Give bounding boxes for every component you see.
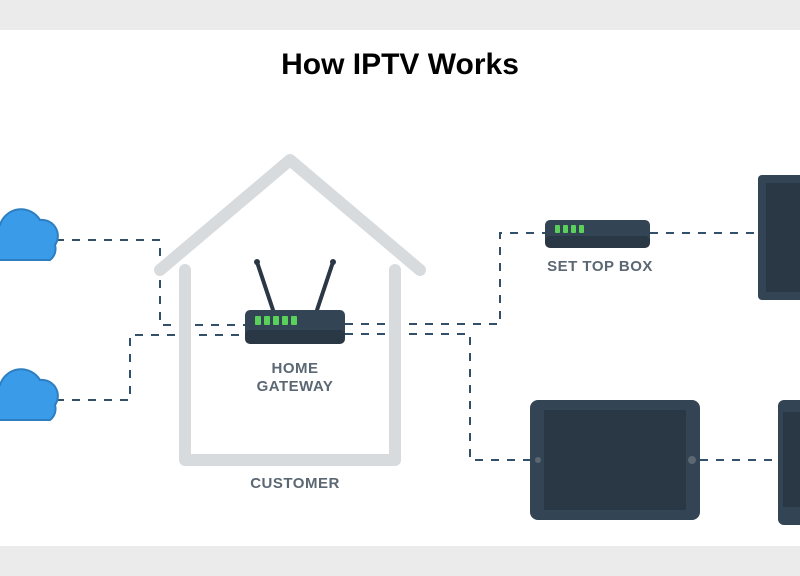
edge-cloud1-router <box>40 240 245 325</box>
edge-router-tablet <box>345 334 530 460</box>
home-gateway-label: HOME GATEWAY <box>240 360 350 396</box>
edge-router-stb <box>345 233 545 324</box>
edge-cloud2-router <box>40 335 245 400</box>
phone-icon <box>778 400 800 525</box>
cloud-icon-2 <box>0 369 58 420</box>
tablet-icon <box>530 400 700 520</box>
customer-label: CUSTOMER <box>245 475 345 492</box>
tv-icon <box>758 175 800 300</box>
set-top-box-icon <box>545 220 650 248</box>
router-icon <box>245 259 345 344</box>
set-top-box-label: SET TOP BOX <box>545 258 655 275</box>
cloud-icon-1 <box>0 209 58 260</box>
diagram-svg <box>0 30 800 546</box>
diagram-canvas: How IPTV Works <box>0 30 800 546</box>
